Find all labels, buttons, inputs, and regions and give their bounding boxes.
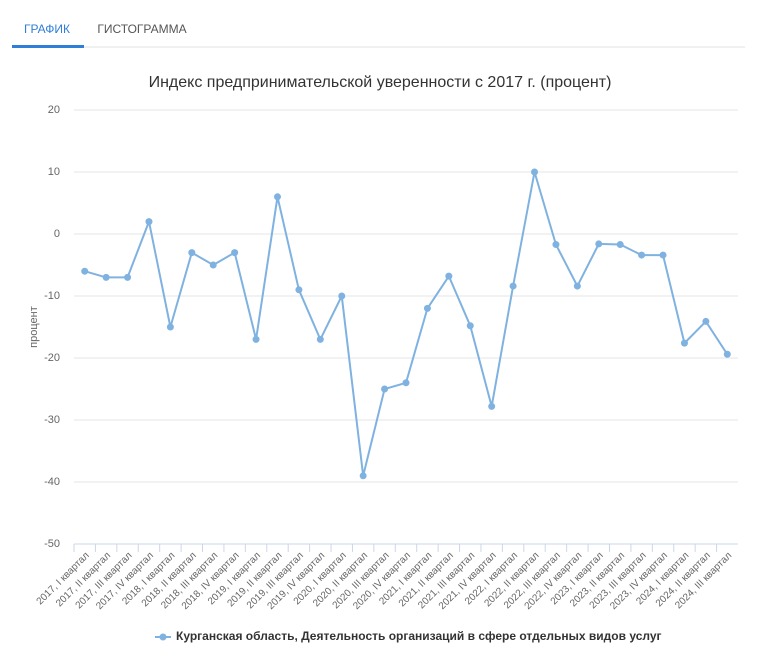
y-tick-label: -40: [44, 476, 60, 488]
point: [595, 240, 603, 248]
point: [381, 385, 389, 393]
point: [680, 339, 688, 347]
point: [359, 472, 367, 480]
y-tick-label: 20: [48, 104, 60, 116]
point: [81, 267, 89, 275]
point: [295, 286, 303, 294]
point: [231, 249, 239, 257]
point: [402, 379, 410, 387]
point: [124, 273, 132, 281]
point: [252, 335, 260, 343]
y-tick-label: -30: [44, 414, 60, 426]
y-tick-label: 10: [48, 166, 60, 178]
y-tick-label: -10: [44, 290, 60, 302]
point: [423, 304, 431, 312]
point: [316, 335, 324, 343]
point: [616, 241, 624, 249]
point: [166, 323, 174, 331]
y-tick-label: -50: [44, 538, 60, 550]
tab[interactable]: ГИСТОГРАММА: [97, 22, 186, 36]
series-line: [84, 171, 729, 477]
point: [188, 249, 196, 257]
y-tick-label: -20: [44, 352, 60, 364]
point: [338, 292, 346, 300]
y-tick-label: 0: [54, 228, 60, 240]
point: [509, 282, 517, 290]
tab-active[interactable]: ГРАФИК: [24, 22, 70, 36]
point: [488, 402, 496, 410]
point: [552, 241, 560, 249]
point: [102, 273, 110, 281]
point: [445, 272, 453, 280]
point: [466, 322, 474, 330]
point: [638, 251, 646, 259]
point: [273, 193, 281, 201]
point: [659, 251, 667, 259]
point: [209, 261, 217, 269]
chart-title: Индекс предпринимательской уверенности с…: [149, 74, 612, 91]
tab-underline: [12, 45, 84, 48]
point: [531, 168, 539, 176]
point: [702, 317, 710, 325]
legend-marker: [159, 633, 167, 641]
point: [573, 282, 581, 290]
legend-label: Курганская область, Деятельность организ…: [176, 629, 662, 643]
y-axis-label: процент: [28, 306, 40, 348]
point: [145, 218, 153, 226]
point: [723, 350, 731, 358]
